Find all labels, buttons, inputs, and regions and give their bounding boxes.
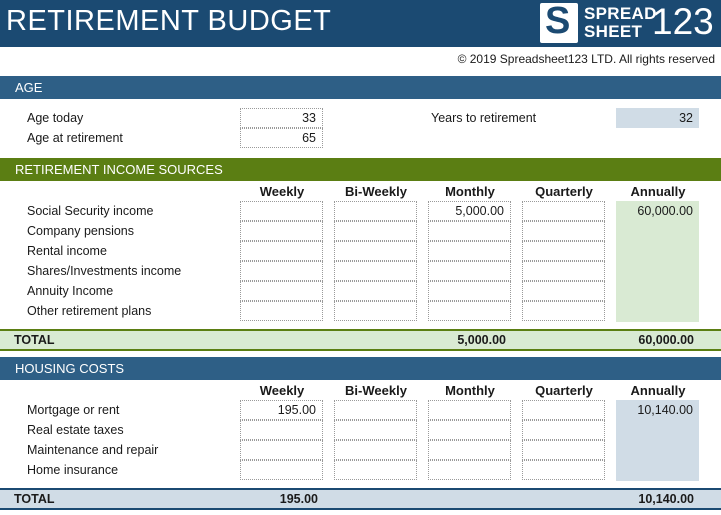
income-weekly-input[interactable] <box>240 281 323 301</box>
income-monthly-input[interactable] <box>428 241 511 261</box>
housing-col-weekly: Weekly <box>259 383 305 398</box>
housing-row-label: Maintenance and repair <box>27 443 159 457</box>
title-bar <box>0 0 721 47</box>
income-row-label: Other retirement plans <box>27 304 152 318</box>
income-row-label: Annuity Income <box>27 284 114 298</box>
age-retirement-input[interactable]: 65 <box>240 128 323 148</box>
income-biweekly-input[interactable] <box>334 201 417 221</box>
income-monthly-input[interactable] <box>428 221 511 241</box>
income-annual-value <box>616 221 699 241</box>
housing-total-annually: 10,140.00 <box>638 492 694 506</box>
income-annual-value <box>616 301 699 321</box>
years-to-retirement-value: 32 <box>616 108 699 128</box>
housing-total-label: TOTAL <box>14 492 55 506</box>
income-annual-value <box>616 241 699 261</box>
income-biweekly-input[interactable] <box>334 241 417 261</box>
income-weekly-input[interactable] <box>240 261 323 281</box>
income-weekly-input[interactable] <box>240 241 323 261</box>
income-quarterly-input[interactable] <box>522 301 605 321</box>
housing-quarterly-input[interactable] <box>522 420 605 440</box>
income-annual-column-fill <box>616 201 699 322</box>
income-monthly-input[interactable] <box>428 261 511 281</box>
housing-biweekly-input[interactable] <box>334 460 417 480</box>
section-income: RETIREMENT INCOME SOURCES <box>0 158 721 181</box>
section-housing: HOUSING COSTS <box>0 357 721 380</box>
income-biweekly-input[interactable] <box>334 281 417 301</box>
income-row-label: Rental income <box>27 244 107 258</box>
housing-col-monthly: Monthly <box>445 383 495 398</box>
housing-row-label: Mortgage or rent <box>27 403 120 417</box>
housing-monthly-input[interactable] <box>428 420 511 440</box>
housing-weekly-input[interactable] <box>240 460 323 480</box>
income-biweekly-input[interactable] <box>334 301 417 321</box>
housing-total-weekly: 195.00 <box>279 492 318 506</box>
housing-col-biweekly: Bi-Weekly <box>345 383 407 398</box>
housing-row-label: Home insurance <box>27 463 119 477</box>
age-today-input[interactable]: 33 <box>240 108 323 128</box>
housing-quarterly-input[interactable] <box>522 460 605 480</box>
age-retirement-label: Age at retirement <box>27 131 123 145</box>
logo-number: 123 <box>652 1 714 42</box>
income-col-quarterly: Quarterly <box>535 184 593 199</box>
housing-annual-value <box>616 460 699 480</box>
income-row-label: Social Security income <box>27 204 154 218</box>
income-total-row: TOTAL 5,000.00 60,000.00 <box>0 329 721 351</box>
income-biweekly-input[interactable] <box>334 221 417 241</box>
income-annual-value: 60,000.00 <box>637 204 693 218</box>
housing-monthly-input[interactable] <box>428 400 511 420</box>
housing-row-label: Real estate taxes <box>27 423 124 437</box>
income-monthly-input[interactable] <box>428 301 511 321</box>
income-biweekly-input[interactable] <box>334 261 417 281</box>
income-row-label: Shares/Investments income <box>27 264 182 278</box>
housing-monthly-input[interactable] <box>428 460 511 480</box>
housing-weekly-input[interactable]: 195.00 <box>240 400 323 420</box>
income-annual-value <box>616 281 699 301</box>
housing-weekly-input[interactable] <box>240 440 323 460</box>
age-today-label: Age today <box>27 111 84 125</box>
income-col-annually: Annually <box>630 184 686 199</box>
income-total-annually: 60,000.00 <box>638 333 694 347</box>
housing-annual-value <box>616 440 699 460</box>
housing-monthly-input[interactable] <box>428 440 511 460</box>
income-monthly-input[interactable] <box>428 281 511 301</box>
income-col-monthly: Monthly <box>445 184 495 199</box>
income-row-label: Company pensions <box>27 224 135 238</box>
housing-col-quarterly: Quarterly <box>535 383 593 398</box>
housing-col-annually: Annually <box>630 383 686 398</box>
spreadsheet123-logo: S SPREAD SHEET 123 <box>540 0 716 43</box>
income-total-label: TOTAL <box>14 333 55 347</box>
housing-total-row: TOTAL 195.00 10,140.00 <box>0 488 721 510</box>
housing-annual-value: 10,140.00 <box>637 403 693 417</box>
housing-quarterly-input[interactable] <box>522 440 605 460</box>
housing-annual-column-fill <box>616 400 699 481</box>
housing-weekly-input[interactable] <box>240 420 323 440</box>
page-title: RETIREMENT BUDGET <box>6 5 332 37</box>
income-monthly-input[interactable]: 5,000.00 <box>428 201 511 221</box>
logo-s-mark: S <box>540 0 578 43</box>
section-age: AGE <box>0 76 721 99</box>
housing-biweekly-input[interactable] <box>334 400 417 420</box>
income-col-weekly: Weekly <box>259 184 305 199</box>
logo-word-spread: SPREAD <box>584 4 657 23</box>
logo-word-sheet: SHEET <box>584 22 643 41</box>
income-total-monthly: 5,000.00 <box>457 333 506 347</box>
income-col-biweekly: Bi-Weekly <box>345 184 407 199</box>
housing-biweekly-input[interactable] <box>334 440 417 460</box>
income-quarterly-input[interactable] <box>522 241 605 261</box>
income-quarterly-input[interactable] <box>522 281 605 301</box>
housing-annual-value <box>616 420 699 440</box>
income-weekly-input[interactable] <box>240 201 323 221</box>
income-quarterly-input[interactable] <box>522 201 605 221</box>
income-quarterly-input[interactable] <box>522 261 605 281</box>
housing-quarterly-input[interactable] <box>522 400 605 420</box>
housing-biweekly-input[interactable] <box>334 420 417 440</box>
income-quarterly-input[interactable] <box>522 221 605 241</box>
income-weekly-input[interactable] <box>240 221 323 241</box>
income-weekly-input[interactable] <box>240 301 323 321</box>
years-to-retirement-label: Years to retirement <box>431 111 537 125</box>
copyright-notice: © 2019 Spreadsheet123 LTD. All rights re… <box>457 52 715 66</box>
income-annual-value <box>616 261 699 281</box>
